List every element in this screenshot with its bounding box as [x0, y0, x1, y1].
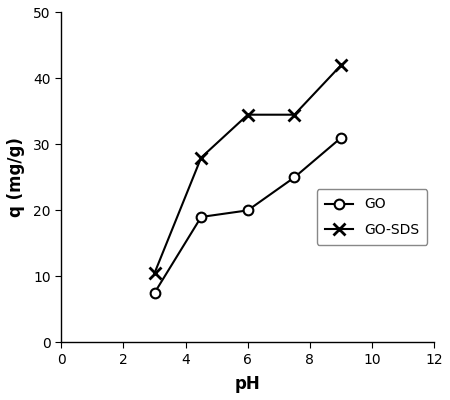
- GO-SDS: [198, 155, 204, 160]
- GO: [338, 135, 344, 140]
- Legend: GO, GO-SDS: GO, GO-SDS: [317, 189, 427, 245]
- GO: [198, 214, 204, 219]
- Line: GO-SDS: GO-SDS: [149, 60, 346, 278]
- GO: [245, 208, 251, 213]
- GO: [292, 175, 297, 180]
- Line: GO: GO: [150, 133, 346, 298]
- GO: [152, 290, 157, 295]
- Y-axis label: q (mg/g): q (mg/g): [7, 138, 25, 217]
- GO-SDS: [292, 112, 297, 117]
- GO-SDS: [152, 271, 157, 276]
- GO-SDS: [338, 63, 344, 68]
- X-axis label: pH: pH: [235, 375, 261, 393]
- GO-SDS: [245, 112, 251, 117]
